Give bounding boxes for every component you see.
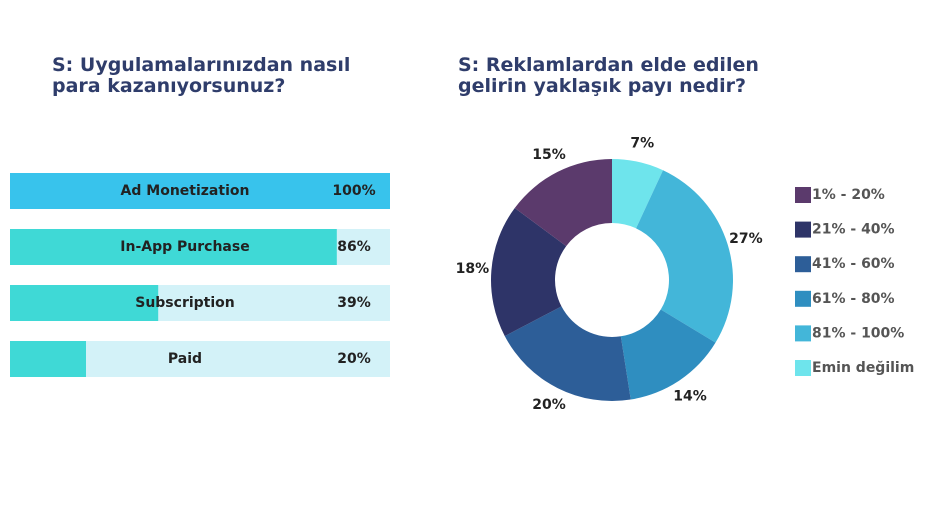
- legend-swatch: [795, 256, 811, 273]
- bar: [10, 285, 159, 321]
- legend-swatch: [795, 221, 811, 238]
- value-label: 20%: [532, 397, 566, 413]
- legend-swatch: [795, 187, 811, 203]
- value-label: 15%: [532, 147, 566, 163]
- legend-label: 81% - 100%: [812, 325, 904, 341]
- legend-label: 1% - 20%: [812, 187, 885, 203]
- category-label: Paid: [168, 351, 202, 367]
- value-label: 7%: [630, 135, 654, 151]
- value-label: 20%: [337, 351, 371, 367]
- category-label: Subscription: [135, 295, 235, 311]
- bar: [10, 173, 390, 209]
- chart-title: S: Reklamlardan elde edilen gelirin yakl…: [458, 54, 759, 97]
- legend-swatch: [795, 325, 811, 342]
- category-label: Ad Monetization: [121, 183, 250, 199]
- value-label: 39%: [337, 295, 371, 311]
- bar: [10, 229, 337, 265]
- legend-label: 61% - 80%: [812, 291, 895, 307]
- value-label: 27%: [729, 231, 763, 247]
- value-label: 18%: [456, 261, 490, 277]
- bar: [10, 341, 86, 377]
- legend-swatch: [795, 290, 811, 307]
- donut-segment: [504, 306, 631, 401]
- donut-segment: [490, 207, 567, 337]
- category-label: In-App Purchase: [120, 239, 249, 255]
- value-label: 14%: [673, 388, 707, 404]
- value-label: 86%: [337, 239, 371, 255]
- legend-swatch: [795, 360, 811, 376]
- donut-segment: [514, 159, 612, 247]
- donut-segment: [636, 170, 734, 343]
- donut-segment: [620, 309, 716, 400]
- value-label: 100%: [332, 183, 375, 199]
- legend-label: Emin değilim: [812, 360, 914, 376]
- donut-segment: [612, 159, 664, 229]
- chart-title: S: Uygulamalarınızdan nasıl para kazanıy…: [52, 54, 351, 97]
- legend-label: 41% - 60%: [812, 256, 895, 272]
- legend-label: 21% - 40%: [812, 222, 895, 238]
